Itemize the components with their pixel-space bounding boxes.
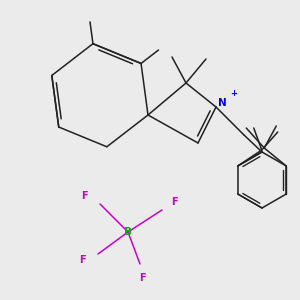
- Text: F: F: [79, 255, 85, 265]
- Text: N: N: [218, 98, 226, 108]
- Text: F: F: [139, 273, 145, 283]
- Text: F: F: [81, 191, 87, 201]
- Text: +: +: [230, 88, 238, 98]
- Text: F: F: [171, 197, 177, 207]
- Text: B: B: [124, 227, 132, 237]
